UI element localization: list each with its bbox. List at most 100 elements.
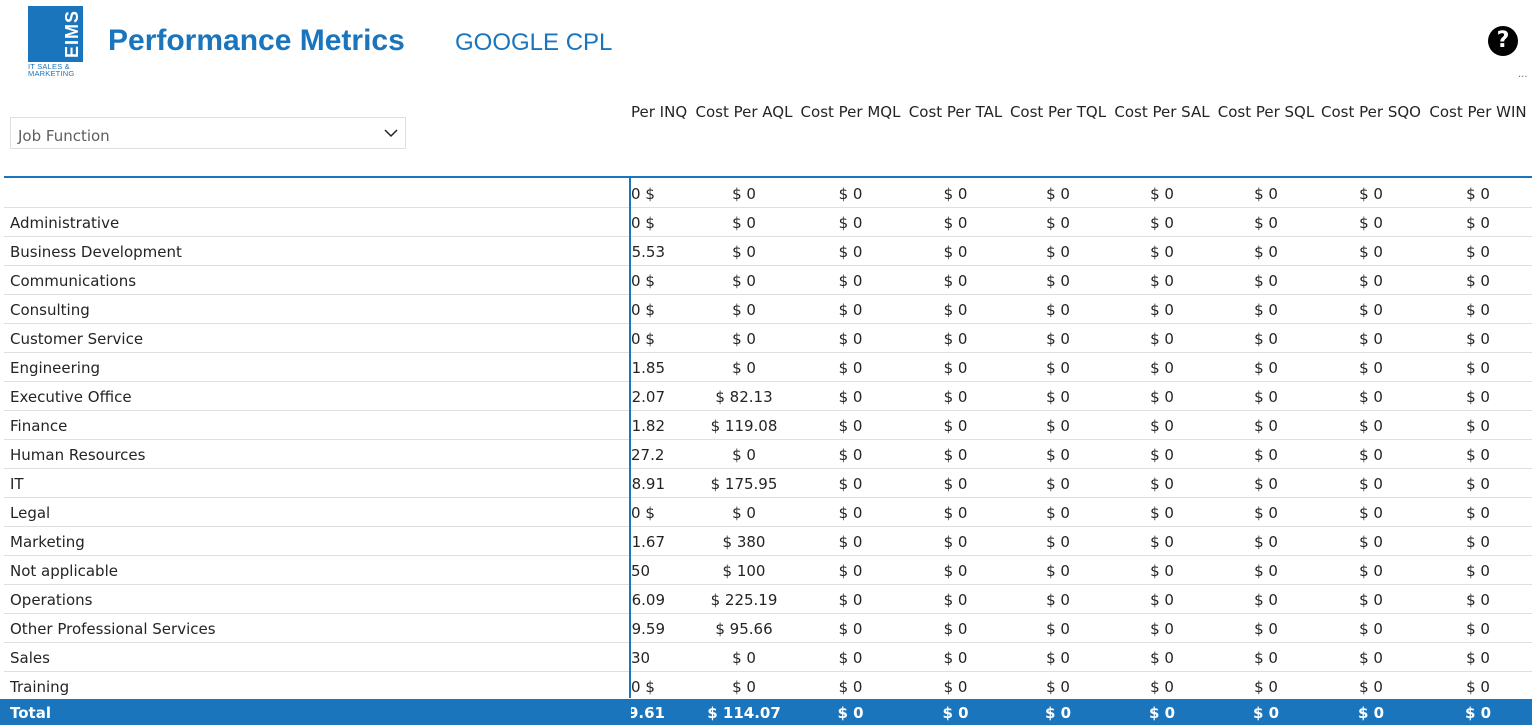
row-label: Other Professional Services: [10, 620, 216, 638]
table-row[interactable]: Executive Office 42.07 $ 82.13 $ 0 $ 0 $ 0 $ 0…: [4, 382, 1532, 411]
table-cell: $ 0: [1359, 214, 1383, 232]
more-options-icon[interactable]: ...: [1518, 69, 1528, 80]
table-cell: $ 175.95: [710, 475, 778, 493]
row-divider: [4, 323, 1532, 324]
row-divider: [4, 207, 1532, 208]
row-divider: [4, 439, 1532, 440]
table-cell: $ 0: [838, 678, 863, 696]
table-cell: $ 0: [1150, 591, 1174, 609]
column-header[interactable]: Cost Per TAL: [908, 103, 1003, 121]
row-label: Legal: [10, 504, 51, 522]
table-row[interactable]: Human Resources 27.2 $ 0 $ 0 $ 0 $ 0 $ 0 $ 0 $ 0…: [4, 440, 1532, 469]
table-row[interactable]: Customer Service $ 0 $ 0 $ 0 $ 0 $ 0 $ 0 $ 0 $ 0…: [4, 324, 1532, 353]
table-cell: $ 0: [1359, 475, 1383, 493]
table-cell: $ 0: [838, 446, 863, 464]
table-cell: $ 0: [838, 533, 863, 551]
table-cell: $ 0: [943, 301, 968, 319]
total-cell: $ 0: [1044, 704, 1072, 722]
row-divider: [4, 497, 1532, 498]
table-cell: $ 0: [1150, 475, 1174, 493]
table-cell: 31.85: [631, 359, 665, 377]
column-header[interactable]: Cost Per SQO: [1321, 103, 1421, 121]
table-cell: $ 0: [1466, 591, 1490, 609]
help-icon[interactable]: ?: [1488, 26, 1518, 56]
column-header[interactable]: Cost Per MQL: [800, 103, 901, 121]
total-label: Total: [10, 704, 51, 722]
table-cell: $ 0: [631, 214, 655, 232]
table-row[interactable]: Business Development 25.53 $ 0 $ 0 $ 0 $ 0 $ 0…: [4, 237, 1532, 266]
frozen-column-divider: [629, 178, 631, 698]
table-cell: $ 0: [1466, 649, 1490, 667]
table-cell: $ 0: [943, 533, 968, 551]
table-top-border: [4, 176, 1532, 178]
table-cell: $ 0: [1254, 417, 1278, 435]
table-row[interactable]: Training $ 0 $ 0 $ 0 $ 0 $ 0 $ 0 $ 0 $ 0 $ 0: [4, 672, 1532, 701]
table-row[interactable]: Administrative $ 0 $ 0 $ 0 $ 0 $ 0 $ 0 $ 0 $ 0 $ …: [4, 208, 1532, 237]
table-cell: $ 119.08: [710, 417, 778, 435]
table-cell: $ 0: [1046, 446, 1070, 464]
table-row[interactable]: Not applicable 50 $ 100 $ 0 $ 0 $ 0 $ 0 $ 0 $ 0 $…: [4, 556, 1532, 585]
row-label: Not applicable: [10, 562, 118, 580]
row-label: Communications: [10, 272, 137, 290]
table-cell: $ 0: [1466, 185, 1490, 203]
table-row[interactable]: Communications $ 0 $ 0 $ 0 $ 0 $ 0 $ 0 $ 0 $ 0 $ …: [4, 266, 1532, 295]
table-cell: $ 0: [1254, 620, 1278, 638]
table-row[interactable]: Consulting $ 0 $ 0 $ 0 $ 0 $ 0 $ 0 $ 0 $ 0 $ 0: [4, 295, 1532, 324]
table-cell: $ 0: [1150, 504, 1174, 522]
column-header[interactable]: Cost Per WIN: [1429, 103, 1527, 121]
table-cell: $ 0: [1359, 185, 1383, 203]
table-row[interactable]: Engineering 31.85 $ 0 $ 0 $ 0 $ 0 $ 0 $ 0 $ 0 $ 0: [4, 353, 1532, 382]
table-cell: $ 0: [1046, 562, 1070, 580]
table-row[interactable]: $ 0 $ 0 $ 0 $ 0 $ 0 $ 0 $ 0 $ 0 $ 0: [4, 179, 1532, 208]
table-cell: $ 0: [1150, 417, 1174, 435]
table-cell: $ 0: [1254, 504, 1278, 522]
column-header[interactable]: Cost Per SAL: [1114, 103, 1210, 121]
table-cell: $ 0: [1466, 214, 1490, 232]
logo-box: EIMS: [28, 6, 83, 62]
table-cell: $ 0: [1254, 562, 1278, 580]
table-row[interactable]: Operations 36.09 $ 225.19 $ 0 $ 0 $ 0 $ 0 $ 0 $ …: [4, 585, 1532, 614]
table-cell: $ 0: [1254, 591, 1278, 609]
column-header[interactable]: Per INQ: [631, 103, 688, 121]
table-row[interactable]: Other Professional Services 39.59 $ 95.66 $…: [4, 614, 1532, 643]
row-divider: [4, 410, 1532, 411]
table-cell: $ 0: [1466, 388, 1490, 406]
table-cell: $ 0: [1359, 330, 1383, 348]
table-cell: $ 0: [732, 678, 756, 696]
table-cell: 42.07: [631, 388, 665, 406]
table-cell: $ 0: [732, 272, 756, 290]
table-cell: $ 0: [1046, 301, 1070, 319]
total-row: Total 39.61 $ 114.07 $ 0 $ 0 $ 0 $ 0 $ 0 $ 0 $ 0: [0, 699, 1532, 725]
table-row[interactable]: Finance 61.82 $ 119.08 $ 0 $ 0 $ 0 $ 0 $ 0 $ 0 $ …: [4, 411, 1532, 440]
table-cell: $ 0: [732, 504, 756, 522]
row-label: IT: [10, 475, 24, 493]
table-row[interactable]: IT 78.91 $ 175.95 $ 0 $ 0 $ 0 $ 0 $ 0 $ 0 $ 0: [4, 469, 1532, 498]
column-header[interactable]: Cost Per SQL: [1217, 103, 1315, 121]
row-label: Operations: [10, 591, 93, 609]
table-cell: $ 0: [631, 272, 655, 290]
job-function-dropdown[interactable]: Job Function: [10, 117, 406, 149]
total-cell: $ 0: [1148, 704, 1176, 722]
table-cell: $ 0: [1359, 446, 1383, 464]
table-cell: $ 0: [1359, 620, 1383, 638]
table-cell: $ 0: [1046, 214, 1070, 232]
table-cell: $ 0: [1150, 649, 1174, 667]
column-header[interactable]: Cost Per AQL: [695, 103, 793, 121]
table-cell: $ 0: [838, 620, 863, 638]
table-cell: $ 0: [1359, 678, 1383, 696]
table-cell: $ 0: [943, 649, 968, 667]
page-subtitle: GOOGLE CPL: [455, 29, 613, 56]
dropdown-label: Job Function: [18, 127, 110, 145]
row-label: Engineering: [10, 359, 100, 377]
table-cell: $ 0: [1150, 330, 1174, 348]
table-cell: $ 0: [1254, 649, 1278, 667]
column-header[interactable]: Cost Per TQL: [1009, 103, 1107, 121]
table-cell: $ 0: [943, 243, 968, 261]
row-divider: [4, 613, 1532, 614]
table-row[interactable]: Sales 30 $ 0 $ 0 $ 0 $ 0 $ 0 $ 0 $ 0 $ 0: [4, 643, 1532, 672]
table-row[interactable]: Legal $ 0 $ 0 $ 0 $ 0 $ 0 $ 0 $ 0 $ 0 $ 0: [4, 498, 1532, 527]
table-cell: $ 0: [1150, 678, 1174, 696]
table-row[interactable]: Marketing 31.67 $ 380 $ 0 $ 0 $ 0 $ 0 $ 0 $ 0 $ 0: [4, 527, 1532, 556]
total-cell: $ 0: [1357, 704, 1385, 722]
table-cell: $ 0: [1466, 330, 1490, 348]
